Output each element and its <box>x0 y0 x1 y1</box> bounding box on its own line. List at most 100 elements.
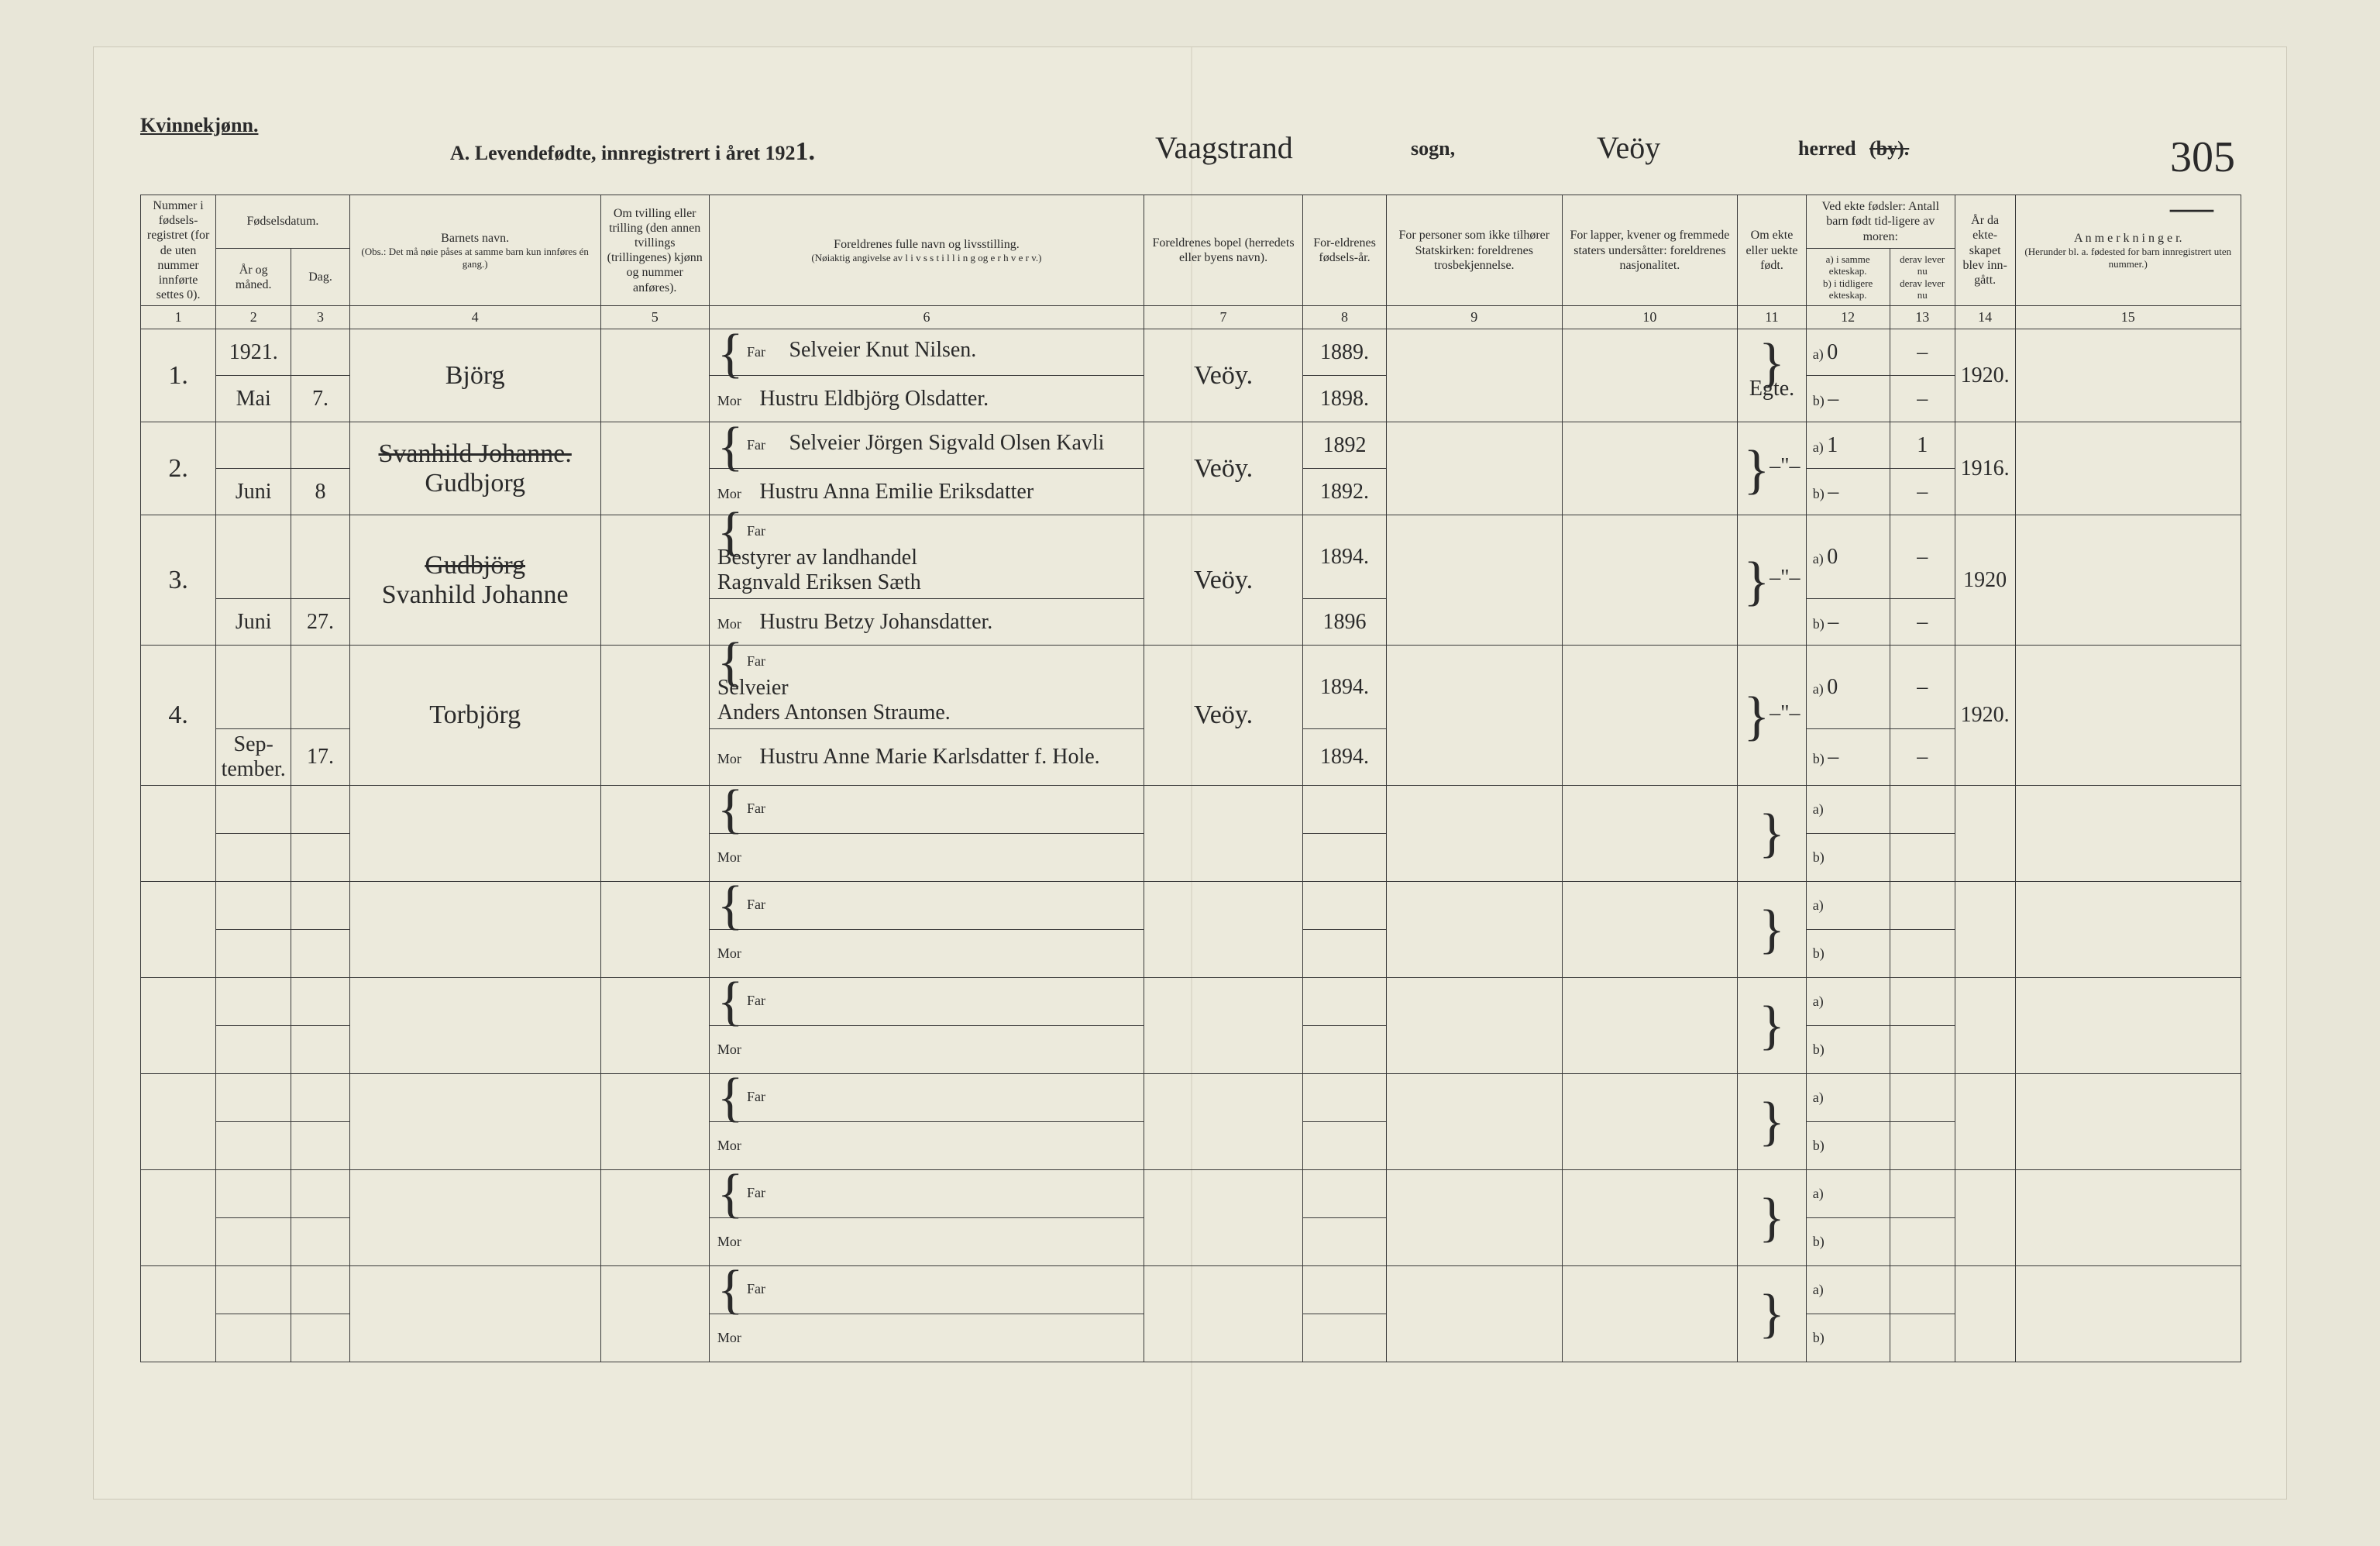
day-top <box>291 329 350 376</box>
far-cell: { Far Bestyrer av landhandelRagnvald Eri… <box>709 515 1144 599</box>
religion-cell <box>1386 1170 1562 1266</box>
child-name-cell <box>349 1266 600 1362</box>
table-row-empty: { Far}a) <box>141 786 2241 834</box>
far-occupation: Bestyrer av landhandel <box>717 546 1139 570</box>
c13a: – <box>1890 329 1955 376</box>
row-number <box>141 1170 216 1266</box>
parent-cell: Mor <box>709 930 1144 978</box>
bopel-cell <box>1144 786 1303 882</box>
colnum: 5 <box>600 306 709 329</box>
parent-cell: { Far <box>709 1074 1144 1122</box>
c14-cell <box>1955 882 2015 978</box>
child-name-cell <box>349 786 600 882</box>
far-name: Selveier Jörgen Sigvald Olsen Kavli <box>789 431 1104 455</box>
day-cell <box>291 786 350 834</box>
table-row: 1.1921.Björg{ Far Selveier Knut Nilsen.V… <box>141 329 2241 376</box>
parent-cell: { Far <box>709 882 1144 930</box>
c14-cell: 1920 <box>1955 515 2015 646</box>
c13 <box>1890 930 1955 978</box>
month-cell <box>216 834 291 882</box>
c14-cell <box>1955 1074 2015 1170</box>
nationality-cell <box>1562 329 1738 422</box>
year-cell <box>216 646 291 729</box>
day-cell <box>291 1026 350 1074</box>
month-cell: Mai <box>216 376 291 422</box>
ekte-cell: }–"– <box>1738 646 1806 786</box>
bopel-cell: Veöy. <box>1144 515 1303 646</box>
parent-year <box>1303 1314 1387 1362</box>
c13 <box>1890 1218 1955 1266</box>
col-header-7: Foreldrenes bopel (herredets eller byens… <box>1144 195 1303 306</box>
parent-cell: { Far <box>709 786 1144 834</box>
day-top <box>291 646 350 729</box>
day-cell <box>291 834 350 882</box>
far-name: Selveier Knut Nilsen. <box>789 338 976 362</box>
ekte-cell: }Egte. <box>1738 329 1806 422</box>
child-name-cell: Björg <box>349 329 600 422</box>
col12a: a) i samme ekteskap. <box>1811 253 1885 277</box>
c13 <box>1890 834 1955 882</box>
c14-cell <box>1955 978 2015 1074</box>
c13 <box>1890 1026 1955 1074</box>
col13b: derav lever nu <box>1895 277 1950 301</box>
col-header-11: Om ekte eller uekte født. <box>1738 195 1806 306</box>
col-header-12-top: Ved ekte fødsler: Antall barn født tid-l… <box>1806 195 1955 249</box>
parent-cell: { Far <box>709 1170 1144 1218</box>
c13a: – <box>1890 515 1955 599</box>
child-name-cell <box>349 978 600 1074</box>
row-number <box>141 1074 216 1170</box>
parent-cell: { Far <box>709 1266 1144 1314</box>
c13 <box>1890 882 1955 930</box>
month-cell <box>216 1026 291 1074</box>
c13b: – <box>1890 376 1955 422</box>
ekte-cell: } <box>1738 978 1806 1074</box>
col-header-2-top: Fødselsdatum. <box>216 195 350 249</box>
parent-cell: Mor <box>709 1122 1144 1170</box>
c14-cell: 1920. <box>1955 646 2015 786</box>
table-row-empty: { Far}a) <box>141 1074 2241 1122</box>
bopel-cell <box>1144 1170 1303 1266</box>
child-name-struck: Gudbjörg <box>425 551 525 580</box>
bopel-cell <box>1144 882 1303 978</box>
colnum: 15 <box>2015 306 2241 329</box>
child-name: Björg <box>445 361 505 390</box>
day-cell: 8 <box>291 469 350 515</box>
bopel-cell <box>1144 1266 1303 1362</box>
parent-year <box>1303 930 1387 978</box>
colnum: 8 <box>1303 306 1387 329</box>
mor-name: Hustru Anne Marie Karlsdatter f. Hole. <box>759 745 1099 769</box>
religion-cell <box>1386 646 1562 786</box>
table-row-empty: { Far}a) <box>141 1170 2241 1218</box>
col-number-row: 1 2 3 4 5 6 7 8 9 10 11 12 13 14 15 <box>141 306 2241 329</box>
day-cell <box>291 978 350 1026</box>
mor-name: Hustru Eldbjörg Olsdatter. <box>759 387 989 411</box>
child-name-cell: Torbjörg <box>349 646 600 786</box>
far-year: 1894. <box>1303 646 1387 729</box>
herred-by-strike: (by). <box>1869 137 1909 160</box>
year-cell <box>216 515 291 599</box>
year-cell: 1921. <box>216 329 291 376</box>
twin-cell <box>600 329 709 422</box>
c12: b) <box>1806 930 1890 978</box>
ekte-cell: } <box>1738 1170 1806 1266</box>
row-number <box>141 786 216 882</box>
ekte-cell: }–"– <box>1738 422 1806 515</box>
c13 <box>1890 1170 1955 1218</box>
c13 <box>1890 786 1955 834</box>
c13a: 1 <box>1890 422 1955 469</box>
far-year: 1894. <box>1303 515 1387 599</box>
month-cell <box>216 930 291 978</box>
colnum: 4 <box>349 306 600 329</box>
day-cell <box>291 1218 350 1266</box>
nationality-cell <box>1562 646 1738 786</box>
colnum: 11 <box>1738 306 1806 329</box>
parent-year <box>1303 834 1387 882</box>
table-row: 2.Svanhild Johanne.Gudbjorg{ Far Selveie… <box>141 422 2241 469</box>
parent-year <box>1303 1266 1387 1314</box>
col15-note: (Herunder bl. a. fødested for barn innre… <box>2021 246 2237 270</box>
brace-icon: { <box>717 433 744 460</box>
c12: b) <box>1806 834 1890 882</box>
c14-cell: 1920. <box>1955 329 2015 422</box>
colnum: 2 <box>216 306 291 329</box>
ekte-cell: } <box>1738 1074 1806 1170</box>
